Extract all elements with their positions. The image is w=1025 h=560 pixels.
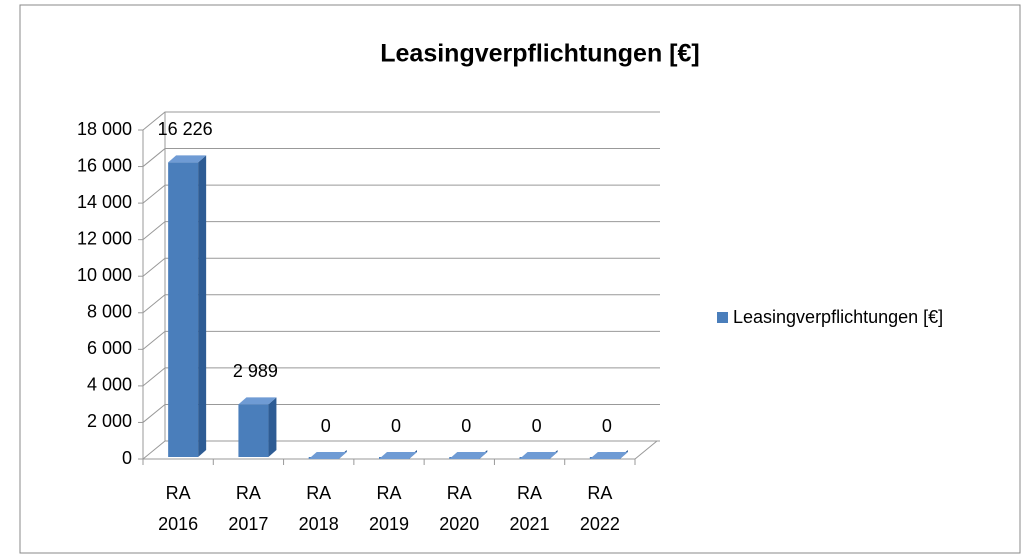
bar-front (238, 404, 269, 457)
bar (379, 450, 417, 459)
y-tick-label: 16 000 (77, 155, 132, 175)
bar (238, 397, 277, 457)
grid-line (142, 184, 660, 204)
x-tick-label: RA 2017 (228, 483, 269, 534)
x-tick-label: RA 2019 (368, 483, 410, 534)
x-tick-label: RA 2016 (158, 483, 199, 534)
chart-title: Leasingverpflichtungen [€] (380, 40, 699, 68)
x-tick-label: RA 2021 (509, 483, 550, 534)
grid-line (142, 403, 660, 423)
bar-top (449, 452, 488, 459)
data-label: 2 989 (233, 361, 278, 381)
bar-top (379, 452, 417, 459)
y-tick-label: 12 000 (77, 228, 132, 248)
y-tick-label: 10 000 (77, 265, 132, 285)
data-label: 16 226 (158, 119, 213, 139)
bar (449, 450, 488, 459)
y-tick-label: 8 000 (87, 302, 132, 322)
bar (589, 450, 628, 459)
data-label: 0 (602, 416, 612, 436)
grid-line (142, 221, 660, 241)
bar-top (519, 452, 558, 459)
grid-line (142, 148, 660, 167)
bar-top (168, 155, 207, 163)
y-tick-label: 0 (122, 448, 132, 468)
data-label: 0 (321, 416, 331, 436)
bar (168, 155, 207, 457)
grid-line (142, 111, 660, 131)
bar-top (238, 397, 277, 405)
bar-front (168, 162, 199, 457)
legend-swatch (717, 312, 728, 323)
y-tick-label: 6 000 (87, 338, 132, 358)
grid-line (142, 440, 660, 460)
y-tick-label: 18 000 (77, 119, 132, 139)
bar (308, 450, 347, 459)
grid-line (142, 294, 660, 314)
data-label: 0 (391, 416, 401, 436)
bar-side (198, 155, 207, 457)
y-tick-label: 4 000 (87, 375, 132, 395)
grid-line (142, 330, 660, 350)
bar-side (268, 397, 277, 457)
x-tick-label: RA 2020 (439, 483, 480, 534)
bar-top (308, 452, 347, 459)
bar-top (589, 452, 628, 459)
y-tick-label: 14 000 (77, 192, 132, 212)
y-tick-label: 2 000 (87, 411, 132, 431)
data-label: 0 (461, 416, 471, 436)
legend-label: Leasingverpflichtungen [€] (733, 307, 943, 327)
bar (519, 450, 558, 459)
grid-line (142, 257, 660, 277)
x-tick-label: RA 2022 (579, 483, 620, 534)
data-label: 0 (532, 416, 542, 436)
x-tick-label: RA 2018 (298, 483, 339, 534)
grid-line (142, 367, 660, 387)
